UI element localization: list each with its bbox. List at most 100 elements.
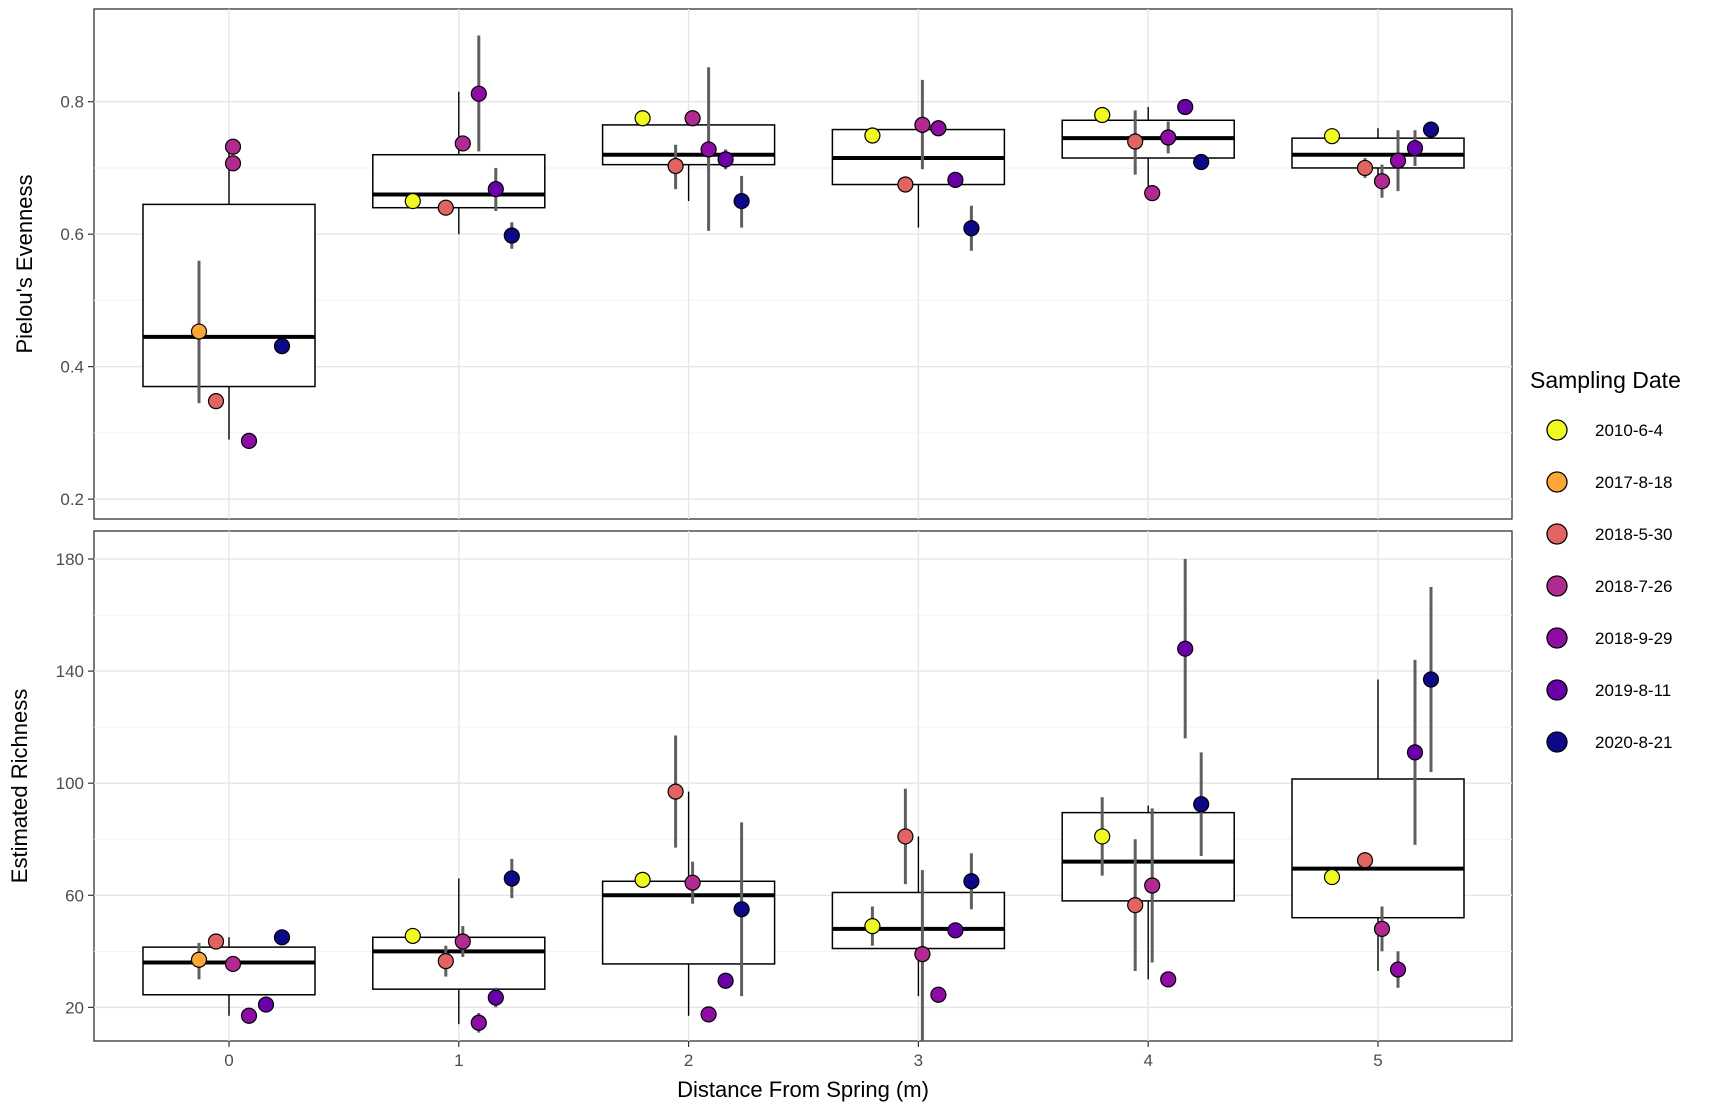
- legend-swatch: [1546, 471, 1568, 493]
- richness-point: [437, 945, 454, 977]
- richness-point: [947, 922, 964, 939]
- evenness-point: [1373, 164, 1391, 198]
- data-point-2019-8-11: [487, 181, 504, 198]
- legend-entry: 2010-6-4: [1546, 419, 1663, 441]
- data-point-2019-8-11: [947, 922, 964, 939]
- richness-point: [634, 871, 651, 888]
- evenness-point: [930, 120, 947, 137]
- evenness-box-0: [142, 144, 316, 440]
- data-point-2019-8-11: [947, 171, 964, 188]
- richness-point: [667, 735, 684, 848]
- legend-swatch: [1546, 575, 1568, 597]
- data-point-2018-5-30: [1356, 159, 1374, 177]
- data-point-2018-5-30: [207, 933, 225, 950]
- richness-point: [1406, 659, 1424, 845]
- evenness-point: [207, 393, 225, 410]
- richness-point: [897, 788, 914, 885]
- data-point-2018-9-29: [700, 1006, 717, 1023]
- richness-points: [190, 559, 1440, 1041]
- x-tick-label: 5: [1373, 1051, 1382, 1070]
- data-point-2018-9-29: [1160, 129, 1177, 146]
- evenness-point: [240, 432, 258, 449]
- box-iqr: [831, 891, 1006, 950]
- data-point-2019-8-11: [257, 996, 275, 1013]
- evenness-point: [733, 175, 750, 228]
- evenness-point: [190, 260, 208, 404]
- box-iqr: [1291, 778, 1465, 919]
- legend-label: 2010-6-4: [1595, 421, 1663, 440]
- legend-entries: 2010-6-4 2017-8-18 2018-5-30 2018-7-26 2018-…: [1546, 419, 1673, 753]
- x-tick-label: 0: [224, 1051, 233, 1070]
- evenness-y-tick-label: 0.2: [60, 490, 84, 509]
- data-point-2017-8-18: [190, 323, 208, 340]
- data-point-2018-7-26: [454, 135, 471, 152]
- evenness-box-4: [1061, 107, 1235, 192]
- evenness-box-5: [1291, 128, 1465, 182]
- richness-point: [503, 858, 520, 899]
- richness-y-tick-label: 20: [65, 998, 84, 1017]
- evenness-box-1: [372, 91, 546, 235]
- evenness-point: [914, 79, 931, 170]
- data-point-2010-6-4: [1094, 106, 1111, 124]
- box-iqr: [601, 124, 776, 166]
- evenness-boxes: [142, 91, 1465, 440]
- data-point-2020-8-21: [733, 192, 750, 210]
- data-point-2020-8-21: [273, 338, 291, 355]
- richness-y-ticks: 20 60 100 140 180: [56, 550, 94, 1017]
- legend-entry: 2018-9-29: [1546, 627, 1673, 649]
- richness-box-3: [831, 836, 1006, 997]
- data-point-2019-8-11: [1406, 139, 1424, 157]
- richness-point: [1144, 808, 1161, 963]
- legend-entry: 2017-8-18: [1546, 471, 1673, 493]
- data-point-2018-9-29: [1389, 152, 1407, 169]
- evenness-point: [963, 205, 980, 251]
- evenness-point: [224, 155, 242, 172]
- evenness-box-3: [831, 124, 1006, 228]
- richness-y-axis-title: Estimated Richness: [7, 689, 32, 883]
- data-point-2018-9-29: [1389, 961, 1407, 978]
- data-point-2018-9-29: [1160, 971, 1177, 988]
- data-point-2018-5-30: [1356, 852, 1374, 869]
- data-point-2010-6-4: [1323, 128, 1341, 145]
- evenness-point: [1406, 130, 1424, 166]
- richness-point: [1160, 971, 1177, 988]
- data-point-2018-9-29: [700, 141, 717, 158]
- legend-swatch: [1546, 523, 1568, 545]
- data-point-2018-5-30: [897, 176, 914, 193]
- richness-point: [733, 822, 750, 997]
- x-axis-title: Distance From Spring (m): [677, 1077, 929, 1102]
- data-point-2018-5-30: [207, 393, 225, 410]
- box-iqr: [142, 203, 316, 388]
- legend-swatch: [1546, 731, 1568, 753]
- richness-point: [487, 987, 504, 1008]
- evenness-y-tick-label: 0.4: [60, 358, 84, 377]
- richness-y-tick-label: 180: [56, 550, 84, 569]
- evenness-point: [1144, 185, 1161, 202]
- evenness-point: [1177, 98, 1194, 116]
- data-point-2020-8-21: [1193, 796, 1210, 813]
- richness-point: [470, 1012, 487, 1033]
- data-point-2020-8-21: [503, 227, 520, 244]
- data-point-2020-8-21: [273, 929, 291, 946]
- evenness-point: [634, 110, 651, 127]
- richness-y-tick-label: 100: [56, 774, 84, 793]
- legend-swatch: [1546, 419, 1568, 441]
- data-point-2020-8-21: [963, 873, 980, 890]
- data-point-2018-7-26: [684, 874, 701, 891]
- data-point-2018-5-30: [667, 157, 684, 175]
- x-tick-label: 3: [914, 1051, 923, 1070]
- evenness-point: [437, 199, 454, 216]
- richness-point: [1356, 852, 1374, 869]
- evenness-y-axis-title: Pielou's Evenness: [12, 174, 37, 353]
- evenness-point: [1094, 106, 1111, 124]
- data-point-2019-8-11: [487, 989, 504, 1006]
- data-point-2018-7-26: [1144, 185, 1161, 202]
- data-point-2018-7-26: [1373, 920, 1391, 938]
- richness-point: [1094, 797, 1111, 876]
- legend-label: 2017-8-18: [1595, 473, 1673, 492]
- evenness-point: [1193, 153, 1210, 171]
- richness-point: [240, 1007, 258, 1024]
- richness-point: [224, 955, 242, 973]
- data-point-2020-8-21: [963, 220, 980, 237]
- legend-label: 2018-9-29: [1595, 629, 1673, 648]
